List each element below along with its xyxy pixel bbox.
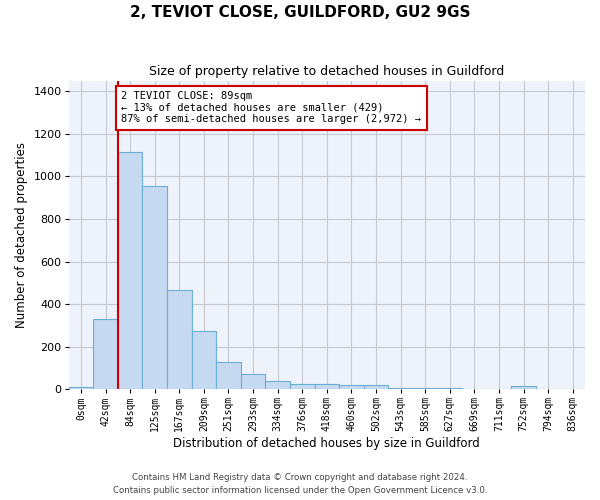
Bar bbox=[314, 384, 339, 389]
Bar bbox=[241, 374, 265, 389]
Bar bbox=[142, 186, 167, 389]
Y-axis label: Number of detached properties: Number of detached properties bbox=[15, 142, 28, 328]
Bar bbox=[118, 152, 142, 389]
Bar bbox=[388, 388, 413, 389]
Bar bbox=[216, 362, 241, 389]
Text: 2 TEVIOT CLOSE: 89sqm
← 13% of detached houses are smaller (429)
87% of semi-det: 2 TEVIOT CLOSE: 89sqm ← 13% of detached … bbox=[121, 91, 421, 124]
Text: 2, TEVIOT CLOSE, GUILDFORD, GU2 9GS: 2, TEVIOT CLOSE, GUILDFORD, GU2 9GS bbox=[130, 5, 470, 20]
Bar bbox=[265, 380, 290, 389]
Bar bbox=[68, 387, 93, 389]
Bar bbox=[191, 330, 216, 389]
Title: Size of property relative to detached houses in Guildford: Size of property relative to detached ho… bbox=[149, 65, 505, 78]
Bar bbox=[167, 290, 191, 389]
Text: Contains HM Land Registry data © Crown copyright and database right 2024.
Contai: Contains HM Land Registry data © Crown c… bbox=[113, 474, 487, 495]
Bar bbox=[511, 386, 536, 389]
Bar bbox=[364, 385, 388, 389]
Bar bbox=[93, 319, 118, 389]
X-axis label: Distribution of detached houses by size in Guildford: Distribution of detached houses by size … bbox=[173, 437, 480, 450]
Bar bbox=[437, 388, 462, 389]
Bar bbox=[339, 385, 364, 389]
Bar bbox=[290, 384, 314, 389]
Bar bbox=[413, 388, 437, 389]
